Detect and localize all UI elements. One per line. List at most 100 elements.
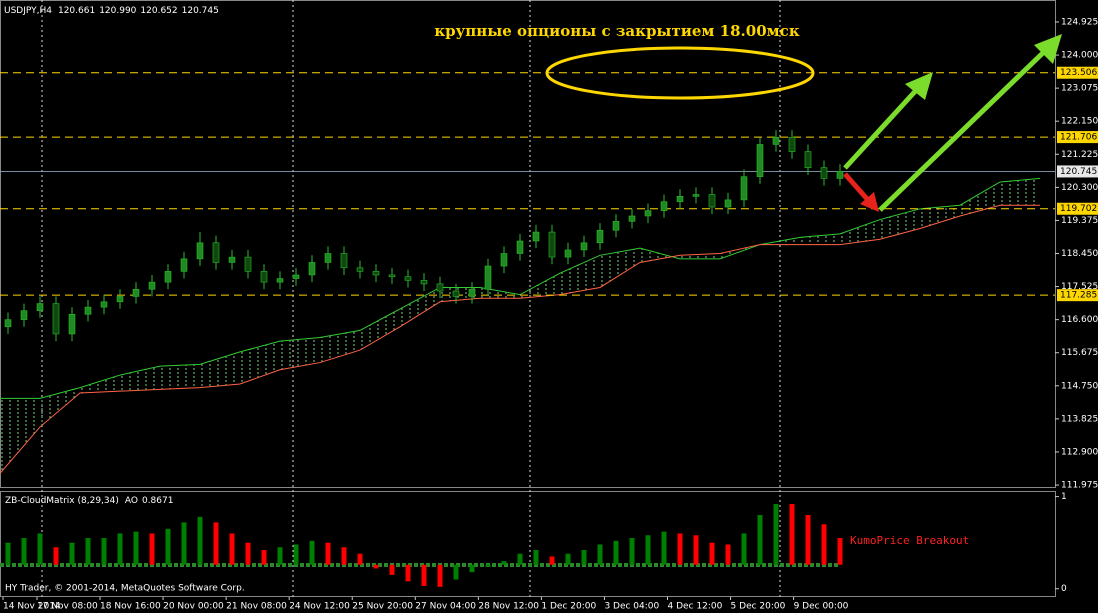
y-tick-label: 124.000: [1061, 51, 1098, 61]
x-tick-label: 5 Dec 20:00: [731, 602, 786, 612]
y-tick-label: 0: [1061, 584, 1067, 594]
y-tick-label: 113.825: [1061, 414, 1098, 424]
candle-body: [68, 313, 76, 335]
level-label: 123.506: [1060, 68, 1097, 78]
candle-body: [340, 253, 348, 269]
histogram-bar: [53, 547, 59, 565]
y-tick-label: 118.450: [1061, 249, 1098, 259]
histogram-bar: [293, 544, 299, 565]
arrow-head: [1034, 34, 1062, 64]
annotation: крупные опционы с закрытием 18.00мск: [434, 22, 799, 40]
candle-body: [612, 221, 620, 231]
candle-body: [20, 310, 28, 320]
histogram-bar: [677, 533, 683, 565]
histogram-bar: [501, 561, 507, 565]
ao-label: AO: [125, 496, 138, 506]
histogram-bar: [709, 542, 715, 565]
candle-body: [484, 265, 492, 290]
histogram-bar: [421, 564, 427, 586]
histogram-bar: [757, 515, 763, 565]
histogram-bar: [645, 535, 651, 565]
histogram-bar: [389, 564, 395, 575]
histogram-bar: [149, 533, 155, 565]
candle-body: [180, 258, 188, 272]
histogram-bar: [133, 531, 139, 565]
histogram-bar: [117, 533, 123, 565]
histogram-bar: [373, 564, 379, 569]
candle-body: [772, 137, 780, 145]
candle-body: [500, 253, 508, 267]
y-tick-label: 115.675: [1061, 348, 1098, 358]
histogram-bar: [325, 542, 331, 565]
candle-body: [404, 276, 412, 281]
histogram-bar: [805, 515, 811, 565]
copyright: HY Trader, © 2001-2014, MetaQuotes Softw…: [5, 584, 245, 594]
histogram-bar: [581, 550, 587, 565]
histogram-bar: [485, 564, 491, 567]
histogram-bar: [517, 553, 523, 565]
level-label: 119.702: [1060, 204, 1097, 214]
x-tick-label: 1 Dec 20:00: [541, 602, 596, 612]
candle-body: [356, 267, 364, 272]
level-label: 117.285: [1060, 291, 1097, 301]
candle-body: [596, 229, 604, 244]
x-tick-label: 18 Nov 16:00: [100, 602, 161, 612]
histogram-bar: [549, 556, 555, 565]
x-tick-label: 14 Nov 2014: [3, 602, 61, 612]
histogram-bar: [613, 540, 619, 565]
candle-body: [148, 281, 156, 290]
plot-layer: 124.925 124.000 123.075 122.150 121.225 120.3…: [0, 17, 1098, 612]
x-tick-label: 17 Nov 08:00: [37, 602, 98, 612]
histogram-bar: [69, 542, 75, 565]
y-tick-label: 1: [1061, 492, 1067, 502]
histogram-bar: [181, 522, 187, 565]
histogram-bar: [309, 540, 315, 565]
candle-body: [116, 296, 124, 303]
histogram-bar: [21, 538, 27, 565]
quote: 120.661: [58, 6, 95, 16]
histogram-bar: [469, 564, 475, 573]
indicator-annotation: KumoPrice Breakout: [850, 534, 969, 547]
histogram-bar: [821, 524, 827, 565]
candle-body: [468, 288, 476, 297]
histogram-bar: [405, 564, 411, 582]
candle-body: [100, 301, 108, 308]
candle-body: [164, 271, 172, 283]
histogram-bar: [725, 544, 731, 565]
cloud-line: [0, 177, 1041, 399]
arrow-down: [843, 172, 870, 202]
candle-body: [244, 256, 252, 272]
arrow-head: [905, 72, 933, 100]
histogram-bar: [565, 553, 571, 565]
histogram-bar: [533, 550, 539, 565]
histogram-bar: [5, 542, 11, 565]
arrow-up: [843, 84, 922, 170]
arrow-up: [878, 46, 1050, 212]
candle-body: [388, 274, 396, 278]
x-tick-label: 20 Nov 00:00: [163, 602, 224, 612]
candle-body: [4, 319, 12, 328]
chart-header: USDJPY,H4 120.661 120.990 120.652 120.745: [4, 6, 219, 16]
histogram-bar: [197, 516, 203, 565]
histogram-bar: [101, 538, 107, 565]
candle-body: [740, 176, 748, 201]
candle-body: [276, 278, 284, 283]
candle-body: [196, 242, 204, 260]
candle-body: [516, 240, 524, 254]
candle-body: [52, 303, 60, 335]
y-tick-label: 116.600: [1061, 315, 1098, 325]
candle-body: [436, 283, 444, 292]
candle-body: [644, 210, 652, 217]
histogram-bar: [789, 503, 795, 565]
x-tick-label: 28 Nov 12:00: [478, 602, 539, 612]
candle-body: [756, 144, 764, 177]
histogram-bar: [85, 538, 91, 565]
indicator-pane: [0, 491, 1056, 597]
x-tick-label: 3 Dec 04:00: [604, 602, 659, 612]
level-label-box: [1057, 66, 1098, 79]
level-label: 121.706: [1060, 133, 1097, 143]
candle-body: [260, 271, 268, 283]
candle-body: [564, 249, 572, 258]
candle-body: [532, 231, 540, 242]
